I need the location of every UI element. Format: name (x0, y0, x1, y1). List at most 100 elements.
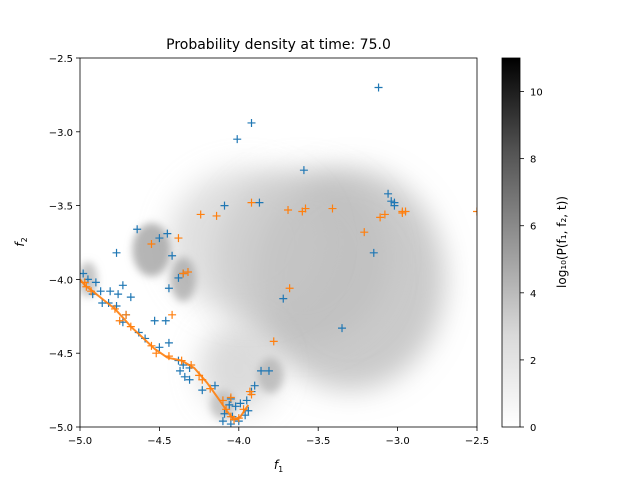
series-1-point (255, 198, 264, 207)
series-1-point (133, 225, 142, 234)
series-2-point (183, 268, 192, 277)
series-2-point (376, 213, 385, 222)
colorbar-tick-label: 0 (530, 423, 536, 434)
series-2-point (147, 341, 156, 350)
colorbar-tick-label: 4 (530, 289, 536, 300)
series-2-point (196, 210, 205, 219)
series-1-point (247, 118, 256, 127)
series-1-point (384, 189, 393, 198)
series-1-point (390, 201, 399, 210)
series-2-point (110, 304, 119, 313)
series-2-point (198, 375, 207, 384)
y-axis-label: f2 (13, 237, 29, 246)
series-1-point (233, 135, 242, 144)
series-1-point (174, 273, 183, 282)
series-2-point (328, 204, 337, 213)
series-1-point (112, 248, 121, 257)
series-2-point (187, 361, 196, 370)
series-1-point (236, 399, 245, 408)
x-tick-label: −3.0 (385, 436, 409, 447)
series-1-point (98, 299, 107, 308)
y-tick-label: −4.5 (49, 349, 73, 360)
series-2-point (195, 371, 204, 380)
series-2-point (126, 322, 135, 331)
series-2-point (473, 207, 477, 216)
series-1-point (106, 287, 115, 296)
density-blob (167, 168, 327, 317)
y-tick-label: −5.0 (49, 423, 73, 434)
colorbar-tick-label: 6 (530, 222, 536, 233)
series-2-point (230, 415, 239, 424)
colorbar (501, 57, 521, 428)
series-1-point (374, 83, 383, 92)
series-1-point (185, 375, 194, 384)
series-2-point (87, 287, 96, 296)
colorbar-ticks: 0 2 4 6 8 10 (520, 88, 543, 434)
series-2-point (177, 356, 186, 365)
series-2-point (239, 405, 248, 414)
series-1-point (242, 396, 251, 405)
series-1-point (126, 293, 135, 302)
y-axis-label-base: f (13, 241, 27, 247)
x-tick-label: −4.5 (147, 436, 171, 447)
series-2-point (212, 211, 221, 220)
series-1-point (218, 417, 227, 426)
series-2-point (234, 414, 243, 423)
series-2-path (80, 278, 250, 421)
series-1-point (210, 381, 219, 390)
series-2-point (245, 387, 254, 396)
y-tick-label: −3.0 (49, 128, 73, 139)
series-2-point (380, 210, 389, 219)
series-2-point (164, 352, 173, 361)
series-2-point (226, 393, 235, 402)
series-1-point (164, 284, 173, 293)
series-1-point (220, 201, 229, 210)
scatter-series (80, 83, 477, 427)
x-axis-label-base: f (274, 458, 280, 472)
series-2-point (284, 206, 293, 215)
density-blob (132, 223, 171, 277)
series-1-point (164, 338, 173, 347)
density-blob (257, 357, 284, 394)
series-1-point (168, 251, 177, 260)
series-1-point (91, 278, 100, 287)
series-1-point (176, 366, 185, 375)
density-blob (199, 323, 279, 413)
series-1-point (338, 324, 347, 333)
x-tick-label: −5.0 (68, 436, 92, 447)
plot-frame (79, 57, 478, 428)
series-1-point (163, 229, 172, 238)
x-axis-label: f1 (274, 458, 283, 474)
x-tick-label: −4.0 (227, 436, 251, 447)
series-2-point (179, 269, 188, 278)
x-tick-label: −2.5 (465, 436, 489, 447)
series-1-point (96, 287, 105, 296)
series-2-point (168, 310, 177, 319)
series-2-point (82, 282, 91, 291)
series-2-point (80, 278, 89, 287)
series-2-point (147, 239, 156, 248)
series-2-point (115, 316, 124, 325)
y-tick-label: −2.5 (49, 54, 73, 65)
x-axis-ticks: −5.0 −4.5 −4.0 −3.5 −3.0 −2.5 (68, 427, 489, 447)
colorbar-tick-label: 8 (530, 155, 536, 166)
series-1-point (114, 290, 123, 299)
series-2-point (360, 228, 369, 237)
series-1-point (250, 381, 259, 390)
series-2-point (222, 405, 231, 414)
chart-title: Probability density at time: 75.0 (166, 37, 391, 53)
series-1-point (225, 400, 234, 409)
series-2-point (269, 337, 278, 346)
series-1-point (161, 316, 170, 325)
series-2-point (122, 310, 131, 319)
series-1-point (264, 366, 273, 375)
series-1-point (155, 343, 164, 352)
series-2-point (218, 396, 227, 405)
series-1-point (244, 406, 253, 415)
y-tick-label: −4.0 (49, 275, 73, 286)
x-axis-label-sub: 1 (278, 465, 283, 474)
series-2-point (152, 349, 161, 358)
y-tick-label: −3.5 (49, 202, 73, 213)
series-1-point (155, 234, 164, 243)
